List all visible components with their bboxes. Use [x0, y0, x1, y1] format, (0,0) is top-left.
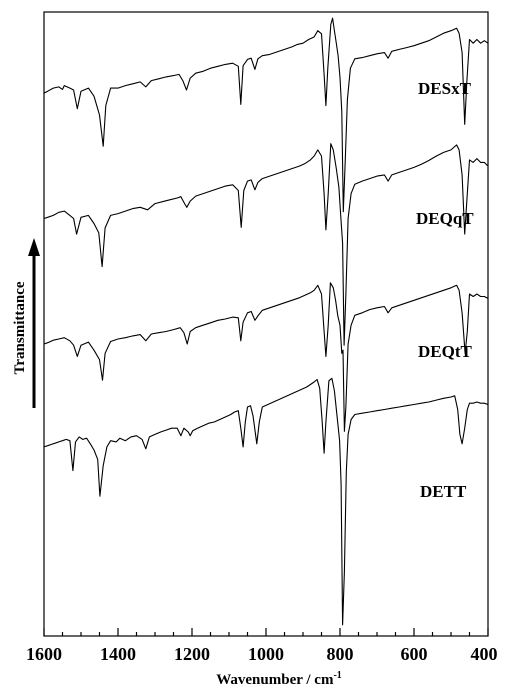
- series-label-dett: DETT: [420, 482, 467, 501]
- series-label-deqqt: DEQqT: [416, 209, 474, 228]
- series-line-dett: [44, 378, 488, 625]
- series-label-deqtt: DEQtT: [418, 342, 473, 361]
- x-tick-label: 1200: [174, 644, 210, 664]
- x-axis-title-text: Wavenumber / cm: [216, 672, 334, 688]
- transmittance-arrow: [28, 238, 40, 408]
- plot-frame: [44, 12, 488, 636]
- series-layer: [44, 18, 488, 625]
- x-tick-label: 600: [401, 644, 428, 664]
- x-axis-title: Wavenumber / cm-1: [216, 670, 342, 688]
- x-axis-title-superscript: -1: [333, 670, 341, 681]
- axes-layer: 1600 1400 1200 1000 800 600 400: [26, 12, 498, 664]
- y-axis-title: Transmittance: [12, 281, 28, 374]
- x-tick-label: 1400: [100, 644, 136, 664]
- series-label-desxt: DESxT: [418, 79, 472, 98]
- x-tick-label: 1000: [248, 644, 284, 664]
- series-line-desxt: [44, 18, 488, 212]
- x-tick-label: 400: [471, 644, 498, 664]
- x-tick-label: 800: [327, 644, 354, 664]
- series-line-deqqt: [44, 144, 488, 346]
- x-tick-label: 1600: [26, 644, 62, 664]
